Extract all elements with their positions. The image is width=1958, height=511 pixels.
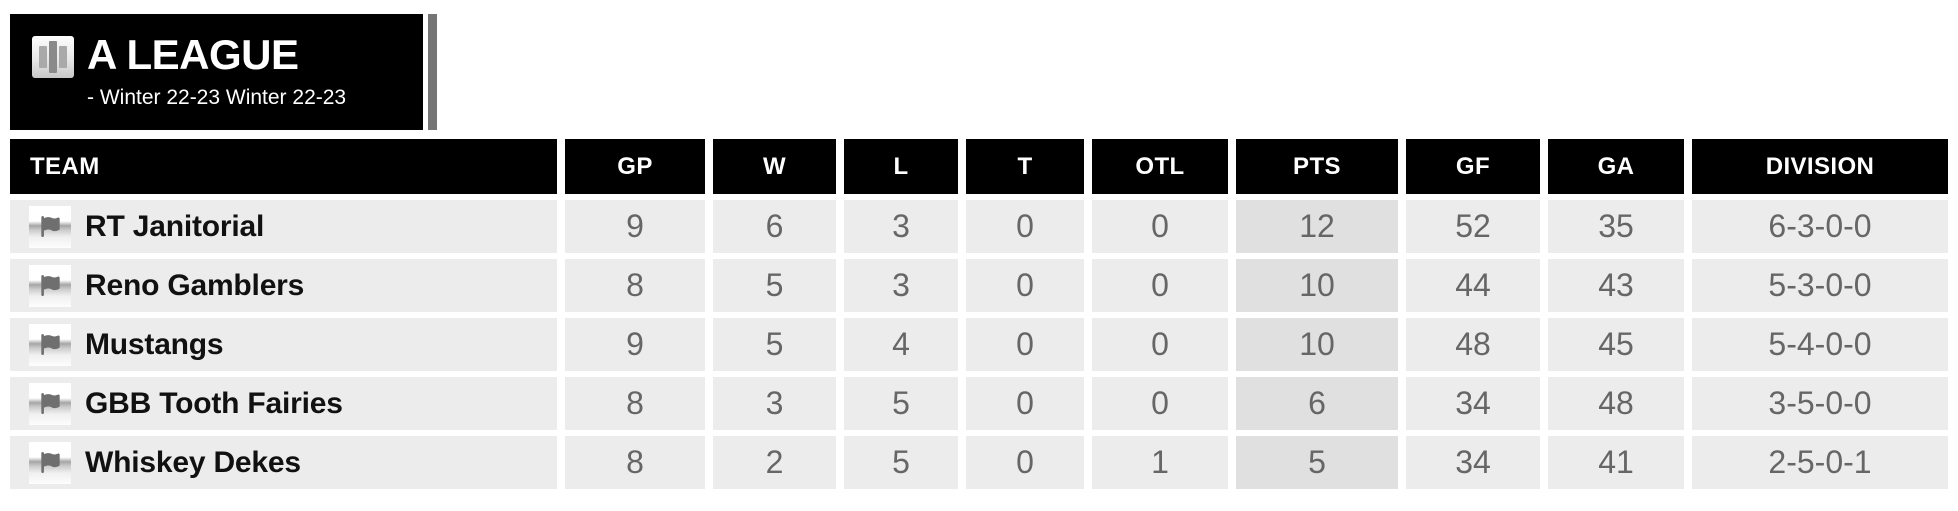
t-cell: 0 <box>966 259 1084 312</box>
flag-icon <box>29 382 71 425</box>
t-cell: 0 <box>966 436 1084 489</box>
col-header-ga: GA <box>1548 139 1684 194</box>
team-name: Whiskey Dekes <box>85 445 301 479</box>
otl-cell: 1 <box>1092 436 1228 489</box>
pts-cell: 6 <box>1236 377 1398 430</box>
col-header-division: DIVISION <box>1692 139 1948 194</box>
gp-cell: 8 <box>565 436 705 489</box>
flag-icon <box>29 323 71 366</box>
otl-cell: 0 <box>1092 200 1228 253</box>
division-cell: 6-3-0-0 <box>1692 200 1948 253</box>
standings-table: TEAM GP W L T OTL PTS GF GA DIVISION RT … <box>10 139 1948 489</box>
team-name: GBB Tooth Fairies <box>85 386 343 420</box>
flag-icon <box>29 441 71 484</box>
league-header: A LEAGUE - Winter 22-23 Winter 22-23 <box>0 0 1958 139</box>
w-cell: 2 <box>713 436 836 489</box>
bar-middle <box>49 41 57 73</box>
pts-cell: 12 <box>1236 200 1398 253</box>
ga-cell: 43 <box>1548 259 1684 312</box>
bar-left <box>39 46 47 68</box>
l-cell: 3 <box>844 200 958 253</box>
team-cell[interactable]: Mustangs <box>10 318 557 371</box>
ga-cell: 48 <box>1548 377 1684 430</box>
w-cell: 3 <box>713 377 836 430</box>
team-name: RT Janitorial <box>85 209 265 243</box>
col-header-pts: PTS <box>1236 139 1398 194</box>
gf-cell: 48 <box>1406 318 1540 371</box>
league-title: A LEAGUE <box>87 31 299 78</box>
otl-cell: 0 <box>1092 318 1228 371</box>
team-cell[interactable]: Reno Gamblers <box>10 259 557 312</box>
division-cell: 3-5-0-0 <box>1692 377 1948 430</box>
team-cell[interactable]: RT Janitorial <box>10 200 557 253</box>
bar-right <box>59 46 67 68</box>
otl-cell: 0 <box>1092 259 1228 312</box>
t-cell: 0 <box>966 200 1084 253</box>
league-subtitle: - Winter 22-23 Winter 22-23 <box>87 86 347 109</box>
ga-cell: 35 <box>1548 200 1684 253</box>
col-header-t: T <box>966 139 1084 194</box>
ga-cell: 41 <box>1548 436 1684 489</box>
league-selector-item[interactable]: A LEAGUE - Winter 22-23 Winter 22-23 <box>10 14 423 130</box>
t-cell: 0 <box>966 318 1084 371</box>
team-cell[interactable]: Whiskey Dekes <box>10 436 557 489</box>
col-header-team: TEAM <box>10 139 557 194</box>
division-cell: 2-5-0-1 <box>1692 436 1948 489</box>
team-name: Reno Gamblers <box>85 268 305 302</box>
league-text: A LEAGUE - Winter 22-23 Winter 22-23 <box>87 32 346 109</box>
vertical-scrollbar-thumb[interactable] <box>428 14 437 130</box>
col-header-l: L <box>844 139 958 194</box>
w-cell: 5 <box>713 259 836 312</box>
l-cell: 5 <box>844 436 958 489</box>
division-cell: 5-3-0-0 <box>1692 259 1948 312</box>
w-cell: 6 <box>713 200 836 253</box>
col-header-gf: GF <box>1406 139 1540 194</box>
pts-cell: 10 <box>1236 259 1398 312</box>
team-name: Mustangs <box>85 327 224 361</box>
team-cell[interactable]: GBB Tooth Fairies <box>10 377 557 430</box>
col-header-otl: OTL <box>1092 139 1228 194</box>
flag-icon <box>29 205 71 248</box>
gp-cell: 8 <box>565 259 705 312</box>
gf-cell: 34 <box>1406 436 1540 489</box>
l-cell: 3 <box>844 259 958 312</box>
gf-cell: 44 <box>1406 259 1540 312</box>
l-cell: 5 <box>844 377 958 430</box>
bar-columns-icon <box>32 36 74 78</box>
ga-cell: 45 <box>1548 318 1684 371</box>
pts-cell: 5 <box>1236 436 1398 489</box>
t-cell: 0 <box>966 377 1084 430</box>
gp-cell: 8 <box>565 377 705 430</box>
w-cell: 5 <box>713 318 836 371</box>
gp-cell: 9 <box>565 318 705 371</box>
gp-cell: 9 <box>565 200 705 253</box>
gf-cell: 52 <box>1406 200 1540 253</box>
gf-cell: 34 <box>1406 377 1540 430</box>
pts-cell: 10 <box>1236 318 1398 371</box>
flag-icon <box>29 264 71 307</box>
col-header-gp: GP <box>565 139 705 194</box>
col-header-w: W <box>713 139 836 194</box>
l-cell: 4 <box>844 318 958 371</box>
division-cell: 5-4-0-0 <box>1692 318 1948 371</box>
otl-cell: 0 <box>1092 377 1228 430</box>
